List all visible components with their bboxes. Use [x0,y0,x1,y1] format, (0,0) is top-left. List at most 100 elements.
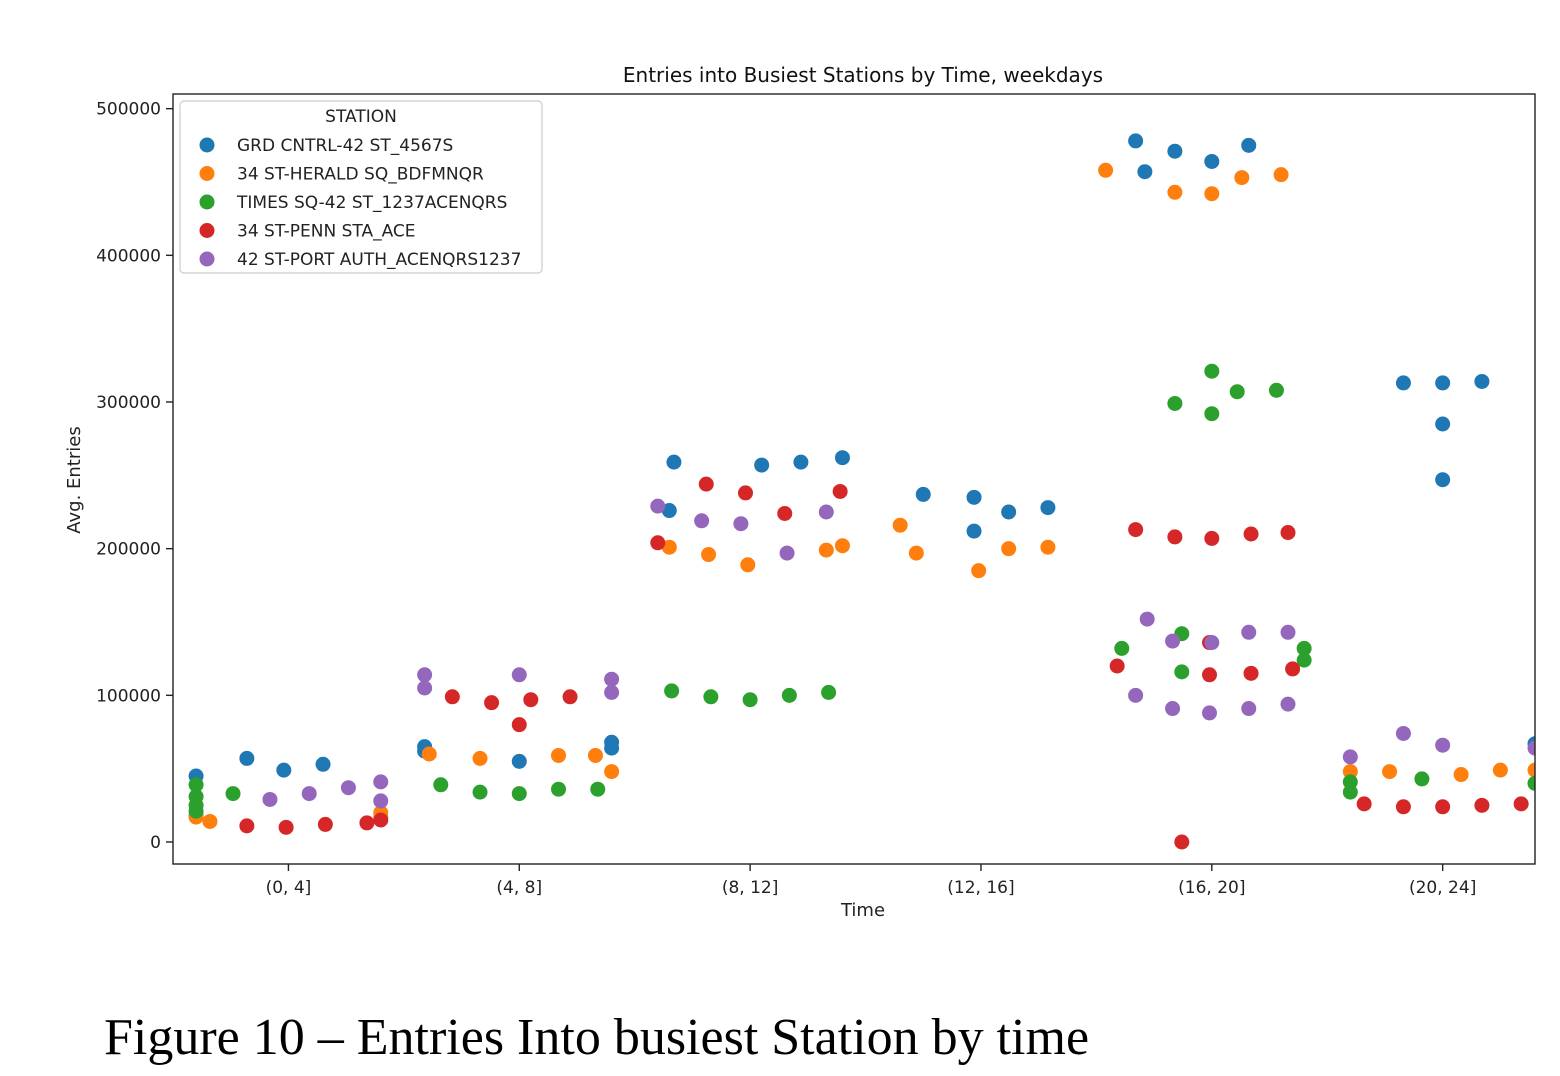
data-point-series-1 [666,454,682,470]
data-point-series-5 [779,545,795,561]
legend-marker [199,137,215,153]
y-tick-label: 0 [150,833,161,853]
data-point-series-3 [781,687,797,703]
data-point-series-3 [1174,664,1190,680]
data-point-series-4 [1204,530,1220,546]
data-point-series-3 [433,777,449,793]
data-point-series-3 [472,784,488,800]
data-point-series-5 [1435,737,1451,753]
data-point-series-4 [359,815,375,831]
data-point-series-5 [417,667,433,683]
data-point-series-2 [1204,186,1220,202]
data-point-series-3 [703,689,719,705]
data-point-series-3 [1296,640,1312,656]
data-point-series-2 [1167,184,1183,200]
legend-label: GRD CNTRL-42 ST_4567S [237,136,453,156]
data-point-series-4 [832,483,848,499]
data-point-series-5 [1165,701,1181,717]
legend-label: 42 ST-PORT AUTH_ACENQRS1237 [237,250,521,270]
data-point-series-1 [1435,416,1451,432]
data-point-series-1 [793,454,809,470]
data-point-series-1 [1204,153,1220,169]
x-tick-label: (16, 20] [1178,878,1245,898]
x-tick-label: (20, 24] [1409,878,1476,898]
data-point-series-4 [278,819,294,835]
data-point-series-2 [551,747,567,763]
data-point-series-2 [1273,167,1289,183]
legend-box [179,100,543,274]
data-point-series-4 [1109,658,1125,674]
legend-marker [199,223,215,238]
y-axis-title: Avg. Entries [64,426,85,533]
data-point-series-4 [1174,834,1190,850]
data-point-series-3 [225,786,241,802]
data-point-series-3 [1342,774,1358,790]
data-point-series-1 [834,450,850,466]
data-point-series-3 [551,781,567,797]
scatter-chart: Entries into Busiest Stations by Time, w… [64,63,1536,921]
data-point-series-4 [1243,526,1259,542]
data-point-series-2 [1382,764,1398,780]
data-point-series-1 [511,753,527,769]
y-tick-label: 300000 [96,393,161,413]
data-point-series-1 [1137,164,1153,180]
data-point-series-4 [1356,796,1372,812]
data-point-series-4 [1243,665,1259,681]
data-point-series-4 [1285,661,1301,677]
data-point-series-4 [1202,667,1218,683]
data-point-series-5 [604,671,620,687]
data-point-series-1 [1040,500,1056,516]
data-point-series-3 [188,803,204,819]
data-point-series-5 [694,513,710,529]
x-tick-label: (8, 12] [722,878,779,898]
data-point-series-4 [317,816,333,832]
data-point-series-3 [1414,771,1430,787]
legend-label: 34 ST-HERALD SQ_BDFMNQR [237,165,484,185]
data-point-series-1 [1474,373,1490,389]
data-point-series-2 [1234,170,1250,186]
data-point-series-4 [1167,529,1183,545]
data-point-series-2 [1040,539,1056,555]
data-point-series-2 [604,764,620,780]
data-point-series-5 [1280,624,1296,640]
data-point-series-2 [740,557,756,573]
data-point-series-3 [742,692,758,708]
data-point-series-5 [650,498,666,514]
x-tick-label: (0, 4] [266,878,312,898]
x-tick-label: (4, 8] [496,878,542,898]
data-point-series-2 [1342,764,1358,780]
plot-area-frame [172,93,1536,865]
data-point-series-4 [698,476,714,492]
data-point-series-1 [966,489,982,505]
x-tick-label: (12, 16] [947,878,1014,898]
data-point-series-5 [373,793,389,809]
data-point-series-5 [733,516,749,532]
x-axis-title: Time [840,900,885,921]
data-point-series-2 [202,813,218,829]
y-tick-label: 200000 [96,540,161,560]
data-point-series-4 [1128,522,1144,538]
data-point-series-2 [834,538,850,554]
legend-marker [199,166,215,181]
data-point-series-3 [1114,640,1130,656]
data-point-series-1 [1241,137,1257,153]
data-point-series-3 [1268,382,1284,398]
y-tick-label: 400000 [96,246,161,266]
data-point-series-3 [1204,363,1220,379]
data-point-series-1 [915,486,931,502]
data-point-series-4 [1395,799,1411,815]
figure-caption: Figure 10 – Entries Into busiest Station… [104,1009,1090,1066]
data-point-series-3 [188,777,204,793]
data-point-series-3 [1204,406,1220,422]
data-point-series-3 [1229,384,1245,400]
data-point-series-2 [818,542,834,558]
data-point-series-2 [1492,762,1508,778]
legend-marker [199,251,215,267]
data-point-series-3 [1527,775,1535,791]
data-point-series-3 [1167,395,1183,411]
data-point-series-4 [777,505,793,521]
data-point-series-5 [373,774,389,790]
data-point-series-1 [1395,375,1411,391]
data-point-series-5 [1342,749,1358,765]
data-point-series-5 [1395,725,1411,741]
